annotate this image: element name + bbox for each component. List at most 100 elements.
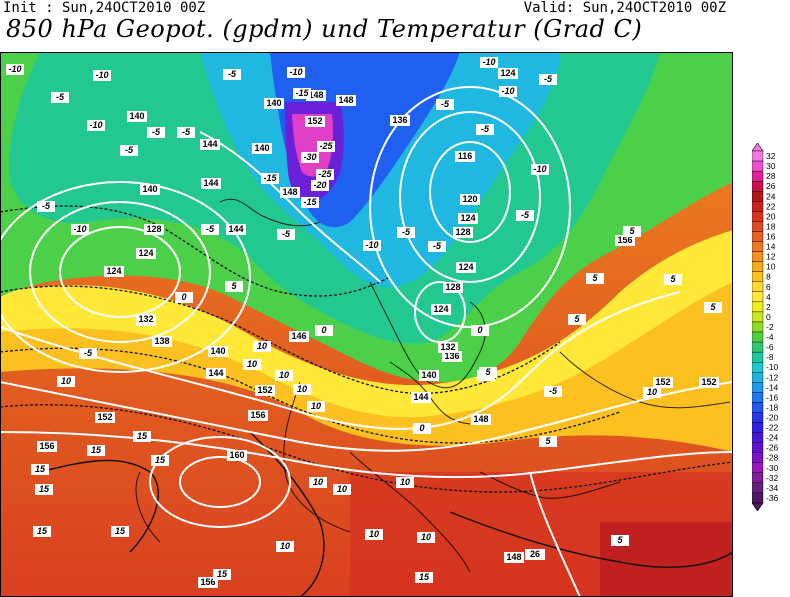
temp-label: 0 — [413, 423, 431, 434]
temp-label: 15 — [33, 526, 51, 537]
temp-label-text: -25 — [319, 141, 333, 151]
temp-label: 5 — [623, 226, 641, 237]
temp-label-text: 15 — [35, 464, 46, 474]
legend-swatch — [752, 170, 764, 182]
legend-label: -32 — [766, 473, 779, 483]
temp-label-text: 0 — [419, 423, 424, 433]
geo-label: 140 — [264, 98, 284, 109]
legend-swatch — [752, 301, 764, 313]
temp-label-text: 15 — [91, 445, 102, 455]
legend-swatch — [752, 241, 764, 252]
temp-label: 10 — [309, 477, 327, 488]
legend-swatch — [752, 291, 764, 303]
temp-label: 10 — [57, 376, 75, 387]
legend-label: 20 — [766, 211, 776, 221]
geo-label: 124 — [431, 304, 451, 315]
legend-label: -26 — [766, 443, 779, 453]
legend-label: 0 — [766, 312, 771, 322]
legend-label: -6 — [766, 342, 774, 352]
legend-label: 26 — [766, 181, 776, 191]
geo-label-text: 152 — [655, 377, 670, 387]
temp-label: -5 — [37, 201, 55, 212]
geo-label-text: 160 — [229, 450, 244, 460]
temp-label-text: 0 — [321, 325, 326, 335]
legend-label: 16 — [766, 231, 776, 241]
temp-label-text: 10 — [311, 401, 321, 411]
temp-label: 15 — [415, 572, 433, 583]
legend-swatch — [752, 442, 764, 453]
legend-swatch — [752, 392, 764, 403]
temp-label: -25 — [316, 169, 334, 180]
temp-label: -5 — [147, 127, 165, 138]
geo-label-text: 136 — [444, 351, 459, 361]
temp-label: 10 — [307, 401, 325, 412]
temp-label-text: 10 — [280, 541, 290, 551]
temp-label-text: -5 — [549, 386, 558, 396]
geo-label: 136 — [390, 115, 410, 126]
geo-label: 144 — [200, 139, 220, 150]
temp-label: -5 — [428, 241, 446, 252]
yellow-band — [0, 242, 733, 452]
geo-label-text: 148 — [506, 552, 521, 562]
geo-label-text: 132 — [138, 314, 153, 324]
temp-label: -5 — [51, 92, 69, 103]
temp-label-text: -5 — [433, 241, 442, 251]
legend-swatch — [752, 150, 764, 162]
geopotential-labels: 124 140 144 148 152 148 136 124 116 120 … — [37, 68, 719, 588]
geo-label-text: 138 — [154, 336, 169, 346]
legend-label: 6 — [766, 282, 771, 292]
legend-top-arrow — [752, 143, 764, 152]
legend-label: 8 — [766, 272, 771, 282]
legend-swatch — [752, 281, 764, 293]
warm-contours — [39, 431, 733, 597]
temp-label-text: -5 — [84, 348, 93, 358]
legend-label: -20 — [766, 413, 779, 423]
legend-swatch — [752, 462, 764, 474]
geo-label-text: 120 — [462, 194, 477, 204]
geo-label: 156 — [248, 410, 268, 421]
temp-label-text: 10 — [247, 359, 257, 369]
geo-label: 128 — [453, 227, 473, 238]
geo-label-text: 148 — [308, 90, 323, 100]
temp-label: -10 — [6, 64, 24, 75]
geo-label-text: 124 — [138, 248, 153, 258]
geo-label: 152 — [255, 385, 275, 396]
temp-label-text: -20 — [313, 180, 326, 190]
temp-label-text: 15 — [115, 526, 126, 536]
geo-label-text: 26 — [530, 549, 540, 559]
temp-label-text: -5 — [282, 229, 291, 239]
geo-label: 136 — [442, 351, 462, 362]
temp-label-text: 5 — [670, 274, 676, 284]
geo-label-text: 148 — [473, 414, 488, 424]
geo-label: 124 — [136, 248, 156, 259]
geo-label: 124 — [498, 68, 518, 79]
geo-label: 132 — [136, 314, 156, 325]
legend-swatch — [752, 180, 764, 192]
legend-label: -28 — [766, 453, 779, 463]
legend-label: -18 — [766, 402, 779, 412]
geo-label: 124 — [458, 213, 478, 224]
legend-swatch — [752, 482, 764, 494]
temp-label: -10 — [287, 67, 305, 78]
geo-label-text: 144 — [413, 392, 428, 402]
temp-label-text: -10 — [501, 86, 514, 96]
temp-label: 15 — [35, 484, 53, 495]
geo-label: 144 — [201, 178, 221, 189]
legend-swatch — [752, 191, 764, 202]
temp-label-text: -10 — [365, 240, 378, 250]
temp-label-text: 15 — [155, 455, 166, 465]
temp-label: -5 — [277, 229, 295, 240]
geo-label-text: 124 — [106, 266, 121, 276]
temp-label-text: 5 — [629, 226, 635, 236]
temp-label: 5 — [586, 273, 604, 284]
temp-label: -5 — [120, 145, 138, 156]
geo-label-text: 156 — [200, 577, 215, 587]
temp-label-text: 10 — [313, 477, 323, 487]
temp-label-text: -5 — [521, 210, 530, 220]
geo-label: 140 — [252, 143, 272, 154]
geo-label: 140 — [140, 184, 160, 195]
legend-swatch — [752, 361, 764, 373]
temp-label-text: 5 — [710, 302, 716, 312]
geo-label-text: 140 — [254, 143, 269, 153]
temp-label-text: 5 — [592, 273, 598, 283]
